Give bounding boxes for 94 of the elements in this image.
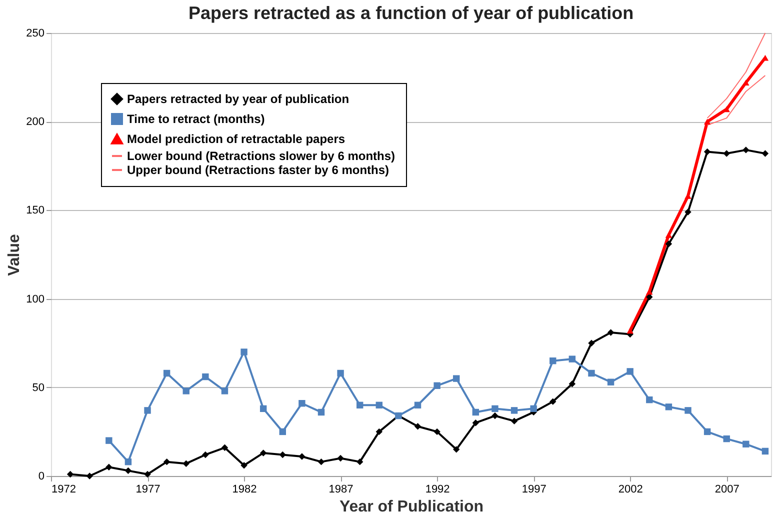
point [414, 402, 422, 408]
point [665, 404, 672, 410]
point [66, 470, 74, 478]
point [646, 294, 653, 300]
x-tick-label: 1987 [328, 484, 354, 496]
point [742, 146, 750, 154]
point [376, 402, 383, 408]
point [684, 208, 692, 216]
point [337, 370, 344, 377]
point [356, 458, 364, 466]
point [568, 356, 576, 362]
point [260, 405, 267, 412]
point [510, 418, 518, 424]
point [337, 454, 344, 462]
point [163, 370, 170, 377]
point [182, 388, 190, 394]
point [86, 472, 93, 480]
point [124, 458, 132, 466]
point [434, 382, 440, 389]
point [510, 407, 518, 414]
point [221, 388, 228, 394]
point [684, 407, 692, 414]
point [434, 428, 440, 436]
x-tick-label: 1982 [232, 484, 257, 496]
x-tick-label: 2002 [618, 484, 643, 496]
point [106, 437, 112, 444]
x-tick-label: 1972 [52, 484, 76, 496]
point [414, 423, 422, 430]
point [453, 375, 460, 382]
point [279, 451, 286, 458]
point [182, 460, 190, 467]
legend-label: Upper bound (Retractions faster by 6 months) [127, 163, 390, 177]
point [723, 150, 730, 157]
point [626, 328, 634, 334]
point [762, 448, 769, 455]
point [240, 462, 248, 469]
point [626, 368, 634, 375]
point [202, 451, 209, 458]
point [260, 450, 267, 456]
point [144, 407, 151, 414]
point [124, 467, 132, 474]
point [607, 378, 614, 386]
point [568, 380, 576, 388]
point [492, 405, 498, 412]
x-axis-title: Year of Publication [339, 498, 484, 516]
point [665, 232, 672, 238]
point [704, 118, 711, 125]
point [492, 412, 498, 420]
point [472, 408, 480, 416]
point [279, 428, 286, 436]
point [106, 464, 112, 470]
point [742, 440, 750, 448]
point [144, 470, 151, 478]
point [742, 80, 750, 86]
x-tick-label: 1992 [425, 484, 450, 496]
point [588, 340, 595, 346]
point [298, 400, 306, 407]
legend-label: Papers retracted by year of publication [127, 92, 350, 106]
point [550, 398, 556, 405]
point [550, 357, 556, 364]
legend-label: Lower bound (Retractions slower by 6 months) [127, 149, 396, 163]
point [376, 428, 383, 436]
y-tick-label: 0 [38, 470, 44, 482]
point [240, 348, 248, 356]
point [646, 396, 653, 404]
point [607, 329, 614, 336]
x-tick-label: 1997 [522, 484, 546, 496]
point [221, 444, 228, 451]
y-tick-label: 250 [26, 28, 44, 40]
y-axis-title: Value [6, 234, 24, 276]
point [318, 458, 325, 466]
point [704, 428, 711, 436]
point [588, 370, 595, 377]
point [530, 405, 537, 412]
legend-label: Time to retract (months) [127, 112, 265, 126]
y-tick-label: 50 [32, 382, 44, 394]
point [704, 148, 711, 156]
point [453, 446, 460, 453]
chart-title: Papers retracted as a function of year of publication [188, 3, 634, 23]
y-tick-label: 150 [26, 204, 44, 217]
x-tick-label: 2007 [714, 484, 740, 496]
point [665, 240, 672, 248]
point [202, 373, 209, 380]
point [762, 150, 769, 157]
legend-label: Model prediction of retractable papers [127, 132, 346, 146]
point [163, 458, 170, 466]
point [356, 402, 364, 408]
point [723, 435, 730, 442]
point [318, 408, 325, 416]
point [472, 419, 480, 426]
y-tick-label: 200 [26, 116, 44, 128]
y-tick-label: 100 [26, 293, 44, 306]
point [298, 453, 306, 460]
x-tick-label: 1977 [136, 484, 160, 496]
